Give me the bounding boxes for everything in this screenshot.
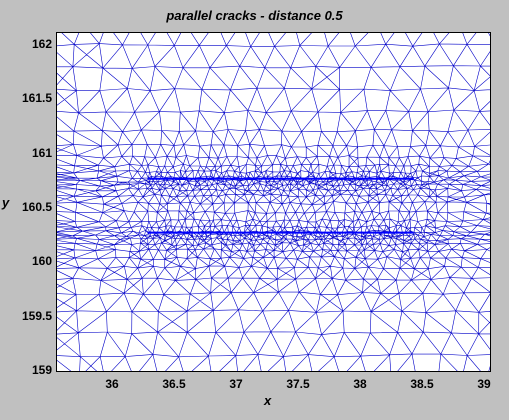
y-tick-label: 159.5 <box>21 309 52 323</box>
mesh-edges <box>57 33 490 371</box>
y-tick-label: 161.5 <box>21 91 52 105</box>
x-tick-label: 37.5 <box>286 377 310 391</box>
y-tick-label: 161 <box>31 146 52 160</box>
chart-title: parallel cracks - distance 0.5 <box>166 8 343 23</box>
y-axis-label: y <box>2 195 10 210</box>
x-tick-label: 36.5 <box>162 377 186 391</box>
x-tick-label: 39 <box>477 377 491 391</box>
x-tick-label: 37 <box>229 377 243 391</box>
mesh-lines <box>57 33 490 371</box>
plot-area[interactable] <box>56 32 491 372</box>
y-tick-label: 160.5 <box>21 200 52 214</box>
x-tick-label: 38.5 <box>410 377 434 391</box>
x-tick-label: 38 <box>353 377 367 391</box>
y-tick-label: 160 <box>31 254 52 268</box>
x-tick-label: 36 <box>105 377 119 391</box>
y-tick-label: 159 <box>31 363 52 377</box>
mesh-plot <box>57 33 490 371</box>
y-tick-label: 162 <box>31 37 52 51</box>
x-axis-label: x <box>264 393 272 408</box>
